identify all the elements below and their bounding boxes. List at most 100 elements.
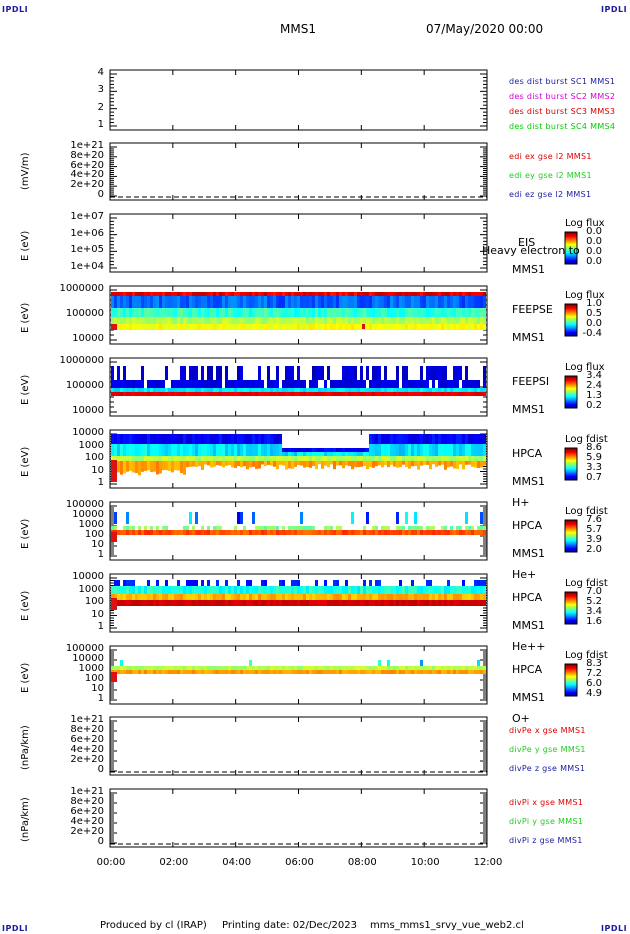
panel-4-side-label-1: FEEPSE — [512, 303, 553, 316]
panel-7-colorbar-value-2: 5.7 — [586, 524, 602, 535]
panel-9-ylabel: E (eV) — [20, 662, 31, 693]
panel-7-ytick-label: 100000 — [65, 499, 104, 510]
panel-5-ytick-label: 1000000 — [59, 355, 104, 366]
panel-4-colorbar-value-1: 1.0 — [586, 298, 602, 309]
panel-5-ylabel: E (eV) — [20, 374, 31, 405]
panel-6-ytick-label: 10000 — [72, 427, 104, 438]
panel-4-spectrogram — [111, 292, 486, 330]
panel-9-ytick-label: 100 — [84, 673, 104, 684]
panel-6-ytick-label: 1000 — [78, 439, 104, 451]
panel-10-legend-2: divPe y gse MMS1 — [509, 745, 586, 754]
panel-3-colorbar-value-2: 0.0 — [586, 236, 602, 247]
panel-2-ytick-label: 8e+20 — [70, 149, 104, 161]
panel-9-ytick-label: 10000 — [72, 653, 104, 664]
panel-8-colorbar-value-2: 5.2 — [586, 596, 602, 607]
panel-3-ytick-label: 1e+04 — [70, 261, 104, 272]
panel-1-legend-3: des dist burst SC3 MMS3 — [509, 107, 616, 116]
panel-9-colorbar-value-1: 8.3 — [586, 658, 602, 669]
panel-2-ytick-label: 6e+20 — [70, 159, 104, 171]
panel-8-colorbar-value-1: 7.0 — [586, 586, 602, 597]
panel-2-legend-2: edi ey gse l2 MMS1 — [509, 171, 592, 180]
panel-2-legend-3: edi ez gse l2 MMS1 — [509, 190, 592, 199]
panel-3-side-label-3: MMS1 — [512, 263, 545, 276]
panel-3-colorbar-value-1: 0.0 — [586, 226, 602, 237]
panel-3-colorbar-value-3: 0.0 — [586, 246, 602, 257]
panel-3-colorbar-value-4: 0.0 — [586, 256, 602, 267]
panel-4-colorbar — [564, 303, 578, 337]
panel-2-frame — [109, 142, 488, 201]
panel-6-colorbar-title: Log fdist — [565, 434, 608, 445]
panel-3-ylabel: E (eV) — [20, 230, 31, 261]
panel-3-colorbar — [564, 231, 578, 265]
panel-11-legend-2: divPi y gse MMS1 — [509, 817, 584, 826]
panel-8-ylabel: E (eV) — [20, 590, 31, 621]
x-axis-label-5: 08:00 — [347, 857, 377, 868]
panel-5-ytick-label: 100000 — [65, 380, 104, 391]
corner-mark-bottom-left: IPDLI — [2, 924, 29, 933]
panel-3-colorbar-title: Log flux — [565, 218, 605, 229]
panel-7-side-label-3: He+ — [512, 568, 537, 581]
panel-5-colorbar-value-4: 0.2 — [586, 400, 602, 411]
panel-5-colorbar-title: Log flux — [565, 362, 605, 373]
panel-9-colorbar — [564, 663, 578, 697]
panel-10-ytick-label: 4e+20 — [70, 744, 104, 755]
panel-9-side-label-1: HPCA — [512, 663, 543, 676]
panel-1-ytick-label: 3 — [97, 84, 104, 96]
panel-3-side-label-2: Heavy electron to — [482, 244, 580, 257]
panel-11-ytick-label: 0 — [97, 836, 104, 847]
panel-1-ytick-label: 4 — [97, 67, 104, 78]
panel-5-spectrogram — [111, 366, 486, 396]
panel-8-colorbar-title: Log fdist — [565, 578, 608, 589]
panel-11-ytick-label: 8e+20 — [70, 796, 104, 807]
panel-8-ytick-label: 1000 — [78, 583, 104, 595]
panel-2-ylabel: (mV/m) — [20, 152, 31, 190]
panel-9-colorbar-title: Log fdist — [565, 650, 608, 661]
panel-9-ytick-label: 1 — [97, 693, 104, 704]
panel-3-ytick-label: 1e+06 — [70, 227, 104, 239]
panel-4-ytick-label: 100000 — [65, 308, 104, 319]
panel-7-ytick-label: 10000 — [72, 509, 104, 520]
panel-6-ytick-label: 10 — [91, 464, 104, 476]
panel-11-frame — [109, 788, 488, 848]
panel-6-spectrogram — [111, 434, 486, 482]
panel-10-legend-3: divPe z gse MMS1 — [509, 764, 586, 773]
panel-11-legend-1: divPi x gse MMS1 — [509, 798, 584, 807]
panel-9-side-label-3: O+ — [512, 712, 530, 725]
panel-6-ytick-label: 100 — [84, 452, 104, 463]
panel-6-ylabel: E (eV) — [20, 446, 31, 477]
panel-1-legend-1: des dist burst SC1 MMS1 — [509, 77, 616, 86]
panel-2-ytick-label: 0 — [97, 189, 104, 200]
panel-7-colorbar-title: Log fdist — [565, 506, 608, 517]
panel-10-ylabel: (nPa/km) — [20, 725, 31, 770]
panel-8-colorbar — [564, 591, 578, 625]
panel-7-spectrogram — [111, 512, 486, 542]
panel-7-side-label-2: MMS1 — [512, 547, 545, 560]
panel-3-side-label-1: EIS — [518, 236, 536, 249]
x-axis-label-6: 10:00 — [410, 857, 440, 868]
panel-7-colorbar-value-3: 3.9 — [586, 534, 602, 545]
panel-4-colorbar-value-4: -0.4 — [582, 328, 602, 339]
panel-11-legend-3: divPi z gse MMS1 — [509, 836, 583, 845]
panel-8-side-label-3: He++ — [512, 640, 546, 653]
panel-1-legend-2: des dist burst SC2 MMS2 — [509, 92, 616, 101]
panel-7-ylabel: E (eV) — [20, 518, 31, 549]
panel-4-ylabel: E (eV) — [20, 302, 31, 333]
panel-4-colorbar-title: Log flux — [565, 290, 605, 301]
panel-6-colorbar — [564, 447, 578, 481]
panel-5-colorbar-value-3: 1.3 — [586, 390, 602, 401]
panel-6-ytick-label: 1 — [97, 477, 104, 488]
panel-10-legend-1: divPe x gse MMS1 — [509, 726, 586, 735]
x-axis-label-1: 00:00 — [96, 857, 126, 868]
panel-8-ytick-label: 10000 — [72, 571, 104, 582]
panel-7-ytick-label: 100 — [84, 529, 104, 540]
footer-produced: Produced by cl (IRAP) — [100, 920, 207, 931]
panel-1-ytick-label: 2 — [97, 101, 104, 113]
panel-4-ytick-label: 10000 — [72, 333, 104, 344]
panel-1-legend-4: des dist burst SC4 MMS4 — [509, 122, 616, 131]
panel-4-red-spot — [362, 324, 365, 329]
panel-10-frame — [109, 716, 488, 776]
panel-4-ytick-label: 1000000 — [59, 283, 104, 294]
panel-7-colorbar — [564, 519, 578, 553]
panel-8-colorbar-value-4: 1.6 — [586, 616, 602, 627]
panel-10-ytick-label: 8e+20 — [70, 724, 104, 735]
